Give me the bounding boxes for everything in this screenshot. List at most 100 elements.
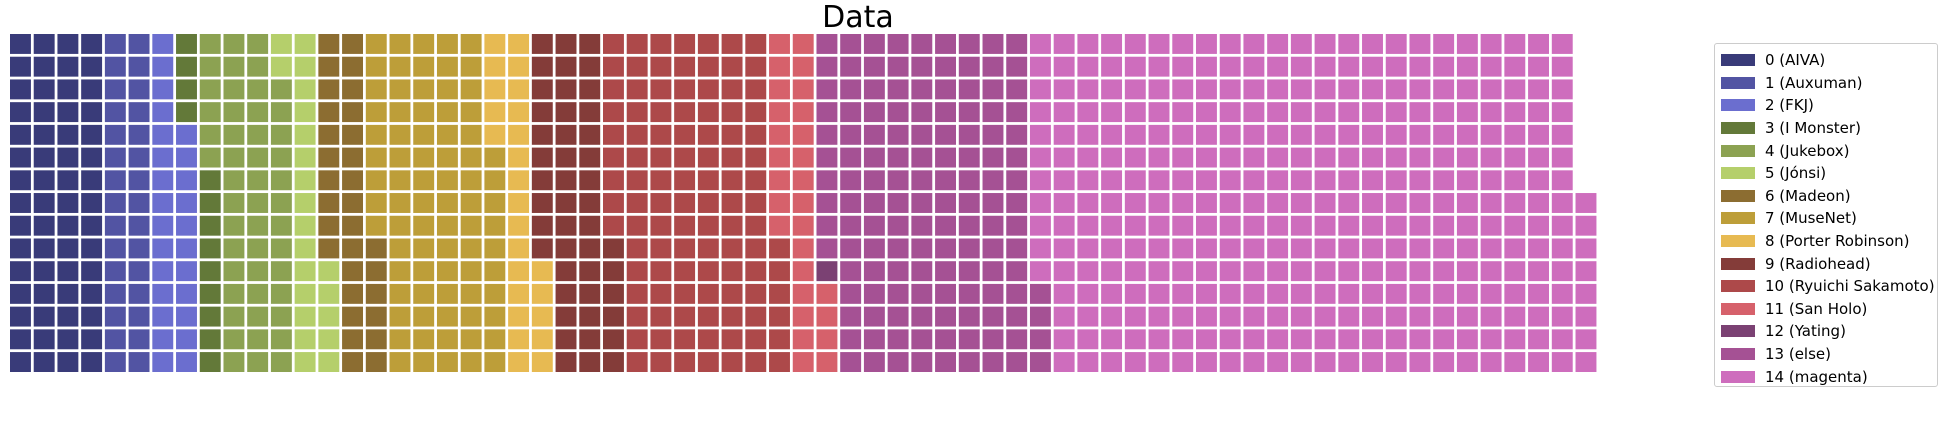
waffle-cell-2 (176, 306, 197, 327)
waffle-cell-1 (104, 193, 126, 213)
waffle-cell-14 (1172, 34, 1194, 54)
waffle-cell-10 (626, 34, 648, 54)
waffle-cell-14 (1480, 124, 1502, 145)
waffle-cell-14 (1314, 215, 1336, 236)
waffle-cell-5 (294, 79, 316, 100)
waffle-cell-14 (1029, 170, 1051, 191)
waffle-cell-1 (128, 329, 150, 350)
waffle-cell-10 (674, 215, 696, 236)
waffle-cell-14 (1385, 215, 1407, 236)
waffle-cell-6 (342, 124, 363, 145)
waffle-cell-1 (128, 147, 150, 168)
waffle-cell-10 (697, 124, 719, 145)
waffle-cell-14 (1124, 283, 1146, 304)
waffle-cell-14 (1528, 147, 1549, 168)
waffle-cell-14 (1362, 215, 1383, 236)
waffle-cell-14 (1456, 215, 1478, 236)
waffle-cell-13 (1006, 34, 1028, 54)
waffle-cell-6 (318, 56, 340, 77)
waffle-cell-10 (697, 147, 719, 168)
waffle-cell-13 (1006, 329, 1028, 350)
waffle-cell-14 (1338, 147, 1360, 168)
waffle-cell-13 (840, 261, 862, 282)
waffle-cell-14 (1290, 170, 1312, 191)
waffle-cell-7 (389, 147, 411, 168)
waffle-cell-9 (555, 238, 577, 259)
waffle-cell-14 (1148, 238, 1170, 259)
waffle-cell-10 (626, 329, 648, 350)
legend-swatch (1721, 370, 1755, 383)
waffle-cell-5 (318, 306, 340, 327)
waffle-cell-14 (1124, 329, 1146, 350)
waffle-cell-14 (1267, 147, 1289, 168)
waffle-cell-3 (199, 352, 221, 372)
waffle-cell-14 (1504, 238, 1526, 259)
waffle-cell-10 (650, 193, 672, 213)
waffle-cell-14 (1243, 306, 1265, 327)
waffle-cell-14 (1504, 193, 1526, 213)
waffle-cell-14 (1172, 102, 1194, 123)
waffle-cell-5 (270, 34, 292, 54)
waffle-cell-5 (294, 124, 316, 145)
waffle-cell-14 (1196, 102, 1217, 123)
waffle-cell-6 (318, 147, 340, 168)
waffle-cell-14 (1172, 352, 1194, 372)
waffle-cell-0 (33, 238, 55, 259)
waffle-cell-14 (1124, 34, 1146, 54)
waffle-cell-10 (745, 147, 767, 168)
waffle-cell-13 (911, 329, 933, 350)
waffle-cell-14 (1029, 238, 1051, 259)
waffle-cell-11 (792, 34, 814, 54)
waffle-cell-9 (579, 102, 601, 123)
waffle-cell-7 (460, 238, 482, 259)
waffle-cell-13 (1029, 283, 1051, 304)
waffle-cell-0 (33, 102, 55, 123)
waffle-cell-14 (1053, 193, 1075, 213)
waffle-cell-6 (342, 238, 363, 259)
legend-item: 13 (else) (1715, 343, 1937, 366)
waffle-cell-8 (508, 124, 530, 145)
waffle-cell-14 (1243, 124, 1265, 145)
waffle-cell-7 (484, 261, 506, 282)
waffle-cell-14 (1314, 238, 1336, 259)
waffle-cell-14 (1053, 238, 1075, 259)
waffle-cell-14 (1338, 56, 1360, 77)
waffle-cell-14 (1551, 34, 1573, 54)
waffle-cell-14 (1101, 147, 1123, 168)
waffle-cell-14 (1101, 193, 1123, 213)
waffle-cell-7 (436, 147, 458, 168)
waffle-cell-13 (982, 283, 1004, 304)
waffle-cell-5 (294, 193, 316, 213)
legend-label: 0 (AIVA) (1765, 51, 1826, 70)
waffle-cell-14 (1575, 283, 1597, 304)
waffle-cell-14 (1053, 124, 1075, 145)
waffle-cell-8 (531, 306, 553, 327)
waffle-cell-14 (1267, 215, 1289, 236)
waffle-cell-11 (792, 238, 814, 259)
waffle-cell-7 (413, 306, 435, 327)
waffle-cell-13 (911, 56, 933, 77)
waffle-cell-14 (1362, 34, 1383, 54)
waffle-cell-13 (840, 215, 862, 236)
waffle-cell-2 (176, 238, 197, 259)
waffle-cell-13 (863, 79, 885, 100)
waffle-cell-14 (1172, 329, 1194, 350)
waffle-cell-14 (1504, 170, 1526, 191)
waffle-cell-10 (745, 34, 767, 54)
waffle-cell-10 (745, 170, 767, 191)
waffle-cell-14 (1409, 215, 1431, 236)
waffle-cell-14 (1267, 306, 1289, 327)
waffle-cell-14 (1290, 238, 1312, 259)
waffle-cell-14 (1528, 352, 1549, 372)
waffle-cell-7 (389, 329, 411, 350)
waffle-cell-13 (887, 102, 909, 123)
waffle-cell-14 (1029, 215, 1051, 236)
waffle-cell-14 (1338, 329, 1360, 350)
waffle-cell-0 (81, 283, 103, 304)
waffle-cell-10 (650, 170, 672, 191)
waffle-cell-14 (1409, 329, 1431, 350)
waffle-cell-9 (579, 79, 601, 100)
waffle-cell-7 (365, 147, 387, 168)
waffle-cell-10 (697, 34, 719, 54)
waffle-cell-7 (436, 306, 458, 327)
